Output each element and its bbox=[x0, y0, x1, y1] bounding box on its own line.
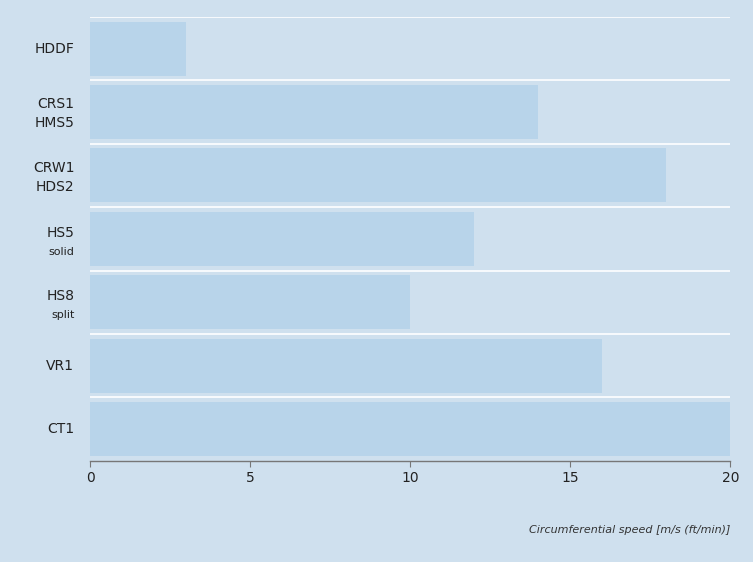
Text: split: split bbox=[51, 310, 75, 320]
Bar bbox=[90, 212, 474, 266]
Text: HDS2: HDS2 bbox=[35, 180, 75, 194]
Text: Circumferential speed [m/s (ft/min)]: Circumferential speed [m/s (ft/min)] bbox=[529, 525, 730, 535]
Bar bbox=[90, 85, 538, 139]
Bar bbox=[90, 148, 666, 202]
Bar bbox=[90, 275, 410, 329]
Text: CRW1: CRW1 bbox=[33, 161, 75, 175]
Text: HS5: HS5 bbox=[47, 225, 75, 239]
Text: CRS1: CRS1 bbox=[38, 97, 75, 111]
Bar bbox=[90, 21, 187, 75]
Text: HMS5: HMS5 bbox=[35, 116, 75, 130]
Text: HS8: HS8 bbox=[47, 289, 75, 303]
Text: CT1: CT1 bbox=[47, 422, 75, 436]
Text: VR1: VR1 bbox=[47, 359, 75, 373]
Text: solid: solid bbox=[48, 247, 75, 256]
Bar bbox=[90, 402, 730, 456]
Bar bbox=[90, 339, 602, 393]
Text: HDDF: HDDF bbox=[35, 42, 75, 56]
